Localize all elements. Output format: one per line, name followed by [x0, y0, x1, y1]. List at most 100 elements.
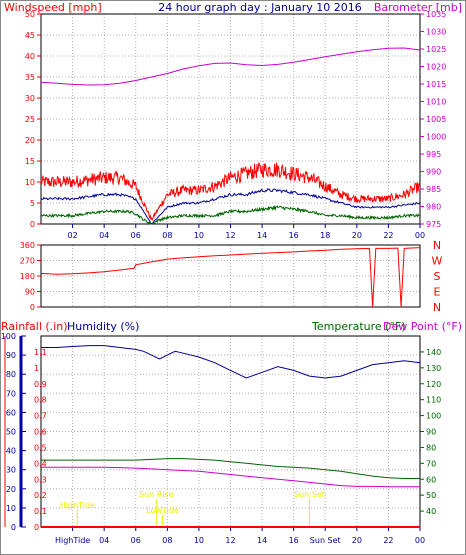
x-tick-label: 06 — [131, 536, 141, 545]
x-tick-label: 16 — [289, 231, 299, 240]
humidity-axis-title: Humidity (%) — [67, 320, 139, 333]
humidity-line — [41, 345, 421, 379]
humidity-tick-label: 0 — [11, 523, 16, 532]
x-tick-label: 08 — [162, 536, 172, 545]
humidity-tick-label: 30 — [6, 466, 16, 475]
x-tick-label: Sun Set — [310, 536, 341, 545]
y-tick-label: 0 — [30, 220, 35, 229]
dewpoint-line — [41, 466, 420, 488]
temp-tick-label: 60 — [426, 475, 436, 484]
x-tick-label: 06 — [131, 231, 141, 240]
humidity-tick-label: 60 — [6, 408, 16, 417]
y2-tick-label: 995 — [426, 150, 441, 159]
temp-tick-label: 120 — [426, 380, 441, 389]
y-tick-label: 90 — [25, 288, 35, 297]
y2-tick-label: 990 — [426, 168, 441, 177]
rain-tick-label: 0.1 — [34, 507, 47, 516]
x-tick-label: 20 — [352, 231, 362, 240]
x-tick-label: 04 — [99, 536, 109, 545]
x-tick-label: 12 — [225, 536, 235, 545]
temp-tick-label: 40 — [426, 507, 436, 516]
humidity-tick-label: 40 — [6, 447, 16, 456]
y-tick-label: 0 — [30, 303, 35, 312]
y-tick-label: 5 — [30, 199, 35, 208]
windspeed-gust-line — [40, 162, 421, 221]
y2-tick-label: 1030 — [426, 28, 446, 37]
y-tick-label: 35 — [25, 73, 35, 82]
humidity-tick-label: 50 — [6, 428, 16, 437]
x-tick-label: 22 — [383, 536, 393, 545]
x-tick-label: 10 — [194, 231, 204, 240]
humidity-tick-label: 10 — [6, 504, 16, 513]
dewpoint-axis-title: Dew Point (°F) — [383, 320, 462, 333]
temp-tick-label: 100 — [426, 412, 441, 421]
y-tick-label: 10 — [25, 178, 35, 187]
barometer-axis-title: Barometer [mb] — [374, 1, 462, 14]
humidity-tick-label: 20 — [6, 485, 16, 494]
temp-tick-label: 110 — [426, 396, 441, 405]
rain-tick-label: 0.5 — [34, 443, 47, 452]
y-tick-label: 50 — [25, 10, 35, 19]
wind-direction-line — [40, 247, 421, 308]
rain-tick-label: 0.6 — [34, 428, 47, 437]
y-tick-label: 270 — [20, 257, 35, 266]
y-tick-label: 45 — [25, 31, 35, 40]
x-tick-label: 08 — [162, 231, 172, 240]
y2-tick-label: 1020 — [426, 63, 446, 72]
temp-tick-label: 140 — [426, 348, 441, 357]
y2-tick-label: 1035 — [426, 10, 446, 19]
rain-tick-label: 0.2 — [34, 491, 47, 500]
x-tick-label: 20 — [352, 536, 362, 545]
humidity-tick-label: 90 — [6, 351, 16, 360]
humidity-tick-label: 100 — [1, 332, 16, 341]
temperature-axis-title: Temperature (°F) — [311, 320, 406, 333]
x-tick-label: 10 — [194, 536, 204, 545]
barometer-line — [40, 47, 421, 86]
tide-sun-annotation: HighTide — [60, 501, 95, 510]
x-tick-label: 00 — [415, 231, 425, 240]
rain-tick-label: 1.1 — [34, 348, 47, 357]
x-tick-label: 22 — [383, 231, 393, 240]
temp-tick-label: 50 — [426, 491, 436, 500]
wind-barometer-panel: 0510152025303540455097598098599099510001… — [25, 10, 447, 240]
x-tick-label: 12 — [225, 231, 235, 240]
y-tick-label: 360 — [20, 241, 35, 250]
rain-tick-label: 0.9 — [34, 380, 47, 389]
y2-tick-label: 1010 — [426, 98, 446, 107]
y-tick-label: 15 — [25, 157, 35, 166]
y2-tick-label: 975 — [426, 220, 441, 229]
rain-tick-label: 0.8 — [34, 396, 47, 405]
compass-label: W — [432, 255, 443, 268]
x-tick-label: 14 — [257, 536, 267, 545]
windspeed-avg-line — [40, 188, 421, 225]
temperature-line — [41, 458, 420, 479]
y-tick-label: 25 — [25, 115, 35, 124]
y2-tick-label: 980 — [426, 203, 441, 212]
x-tick-label: HighTide — [55, 536, 90, 545]
y-tick-label: 40 — [25, 52, 35, 61]
rain-tick-label: 0 — [34, 523, 39, 532]
windspeed-low-line — [40, 204, 421, 225]
rain-tick-label: 0.4 — [34, 459, 47, 468]
compass-label: N — [433, 301, 441, 314]
temp-tick-label: 130 — [426, 364, 441, 373]
y2-tick-label: 985 — [426, 185, 441, 194]
chart-title: 24 hour graph day : January 10 2016 — [158, 1, 362, 14]
y2-tick-label: 1025 — [426, 45, 446, 54]
compass-label: E — [434, 286, 441, 299]
y-tick-label: 180 — [20, 272, 35, 281]
temp-tick-label: 80 — [426, 443, 436, 452]
humidity-tick-label: 80 — [6, 370, 16, 379]
tide-sun-annotation: Sun Set — [294, 490, 325, 499]
rain-tick-label: 1 — [34, 364, 39, 373]
temp-tick-label: 90 — [426, 428, 436, 437]
temp-tick-label: 70 — [426, 459, 436, 468]
windspeed-axis-title: Windspeed [mph] — [4, 1, 102, 14]
x-tick-label: 04 — [99, 231, 109, 240]
y-tick-label: 20 — [25, 136, 35, 145]
y2-tick-label: 1015 — [426, 80, 446, 89]
x-tick-label: 02 — [67, 231, 77, 240]
tide-sun-annotation: Sun Rise — [139, 490, 174, 499]
tide-sun-annotation: LowTide — [146, 506, 179, 515]
